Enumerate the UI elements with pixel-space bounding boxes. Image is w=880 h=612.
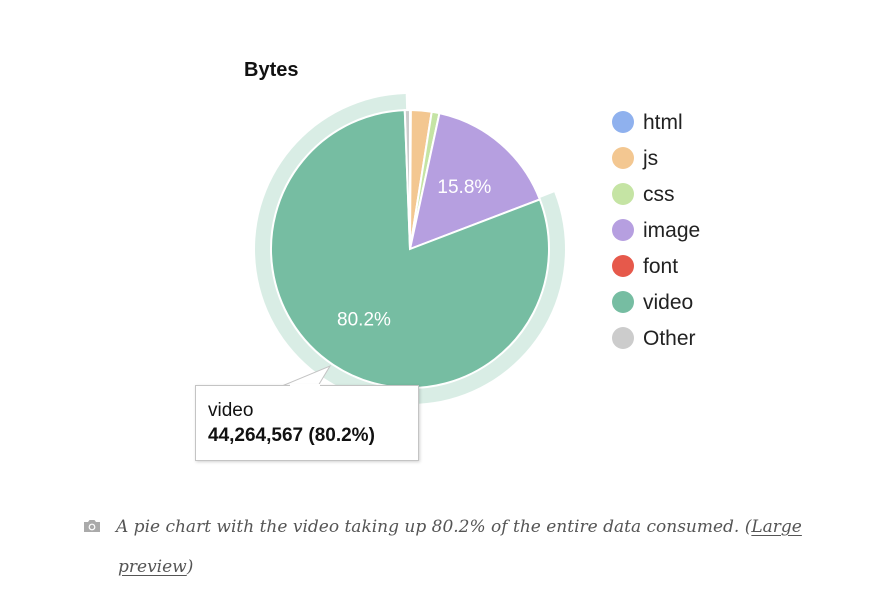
- slice-labels-layer: 15.8% 80.2%: [337, 177, 491, 331]
- legend-label-video: video: [643, 291, 693, 314]
- tooltip-pointer-cover: [290, 384, 320, 388]
- large-preview-link[interactable]: Large: [751, 517, 802, 537]
- legend-label-image: image: [643, 219, 700, 242]
- legend-item-css[interactable]: css: [612, 183, 675, 206]
- caption-close: ): [186, 557, 194, 577]
- legend-label-font: font: [643, 255, 678, 278]
- legend-label-html: html: [643, 111, 683, 134]
- pie-chart: Bytes 15.8% 80.2% html js css image font video…: [244, 59, 700, 405]
- legend-item-html[interactable]: html: [612, 111, 683, 134]
- pie-slice-video[interactable]: [270, 109, 550, 389]
- legend-label-js: js: [642, 147, 658, 170]
- legend-swatch-html: [612, 111, 634, 133]
- pie-slice-other[interactable]: [403, 108, 411, 250]
- legend-label-other: Other: [643, 327, 696, 350]
- legend-label-css: css: [643, 183, 675, 206]
- legend-item-other[interactable]: Other: [612, 327, 696, 350]
- caption-text: A pie chart with the video taking up 80.…: [116, 517, 752, 537]
- tooltip-name: video: [208, 400, 254, 421]
- legend-swatch-font: [612, 255, 634, 277]
- pie-slice-image[interactable]: [408, 111, 542, 251]
- tooltip-value: 44,264,567 (80.2%): [208, 425, 375, 446]
- slices-layer: [270, 108, 550, 389]
- legend-swatch-js: [612, 147, 634, 169]
- slice-label-video: 80.2%: [337, 310, 391, 331]
- tooltip: video 44,264,567 (80.2%): [195, 385, 419, 461]
- large-preview-link-continued[interactable]: preview: [118, 557, 187, 577]
- chart-title: Bytes: [244, 59, 298, 81]
- legend-item-video[interactable]: video: [612, 291, 693, 314]
- legend-swatch-css: [612, 183, 634, 205]
- legend-item-font[interactable]: font: [612, 255, 678, 278]
- legend-swatch-image: [612, 219, 634, 241]
- camera-icon: [82, 510, 102, 548]
- image-caption: A pie chart with the video taking up 80.…: [82, 508, 842, 586]
- legend-swatch-other: [612, 327, 634, 349]
- legend: html js css image font video Other: [612, 111, 700, 350]
- slice-label-image: 15.8%: [437, 177, 491, 198]
- legend-item-image[interactable]: image: [612, 219, 700, 242]
- legend-swatch-video: [612, 291, 634, 313]
- legend-item-js[interactable]: js: [612, 147, 658, 170]
